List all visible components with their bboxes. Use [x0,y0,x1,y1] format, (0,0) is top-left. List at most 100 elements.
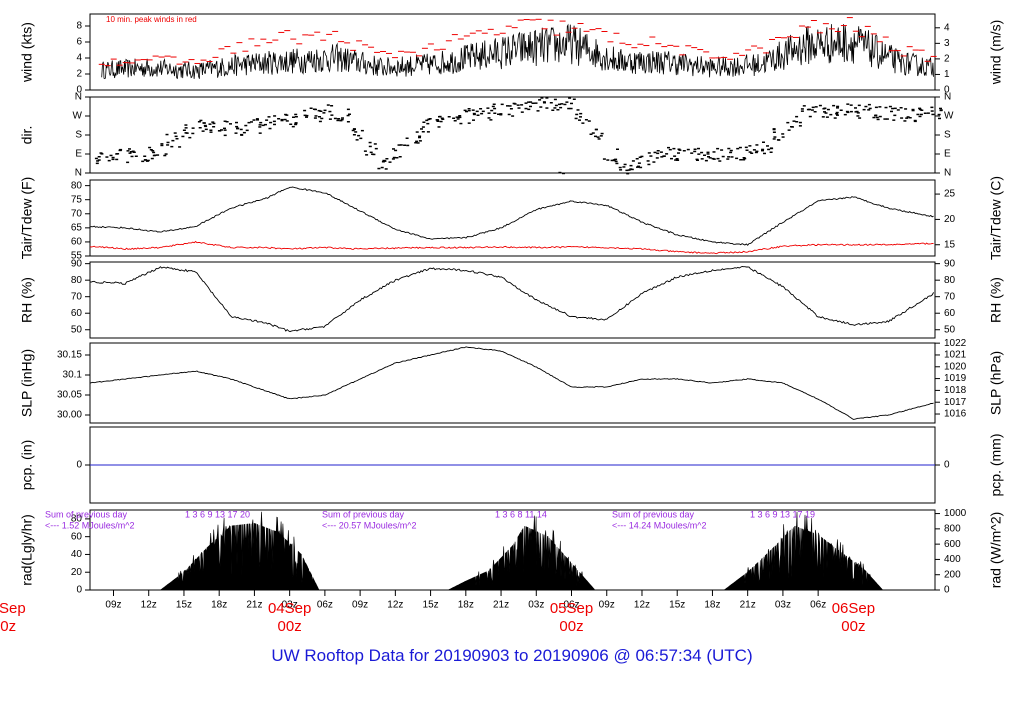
series-direction-mark [891,107,895,110]
ytick-label-left-temperature: 80 [71,180,83,191]
series-direction-mark [381,161,385,163]
series-direction-mark [258,126,262,128]
series-direction-mark [436,120,440,122]
series-direction-mark [314,115,318,117]
series-direction-mark [678,149,682,151]
ytick-label-right-wind: 3 [944,38,950,49]
series-direction-mark [493,112,497,114]
series-direction-mark [145,160,149,162]
series-direction-mark [653,151,657,154]
series-direction-mark [184,127,188,129]
series-direction-mark [268,127,272,130]
series-direction-mark [317,109,321,112]
series-direction-mark [884,106,888,109]
series-direction-mark [773,136,777,138]
series-direction-mark [937,113,941,116]
series-direction-mark [766,145,769,147]
series-direction-mark [436,119,439,121]
ylabel-left-precipitation: pcp. (in) [19,440,35,491]
ytick-label-left-pressure: 30.05 [57,390,82,401]
day-label-date: 06Sep [832,600,875,617]
ytick-label-right-radiation: 200 [944,569,961,580]
panel-annotation-wind: 10 min. peak winds in red [106,15,197,24]
series-direction-mark [652,161,656,163]
series-direction-mark [472,113,476,116]
series-direction-mark [918,108,922,111]
series-direction-mark [130,155,134,158]
series-direction-mark [94,157,98,160]
series-direction-mark [916,113,920,116]
series-direction-mark [825,116,829,118]
series-direction-mark [798,125,802,127]
series-direction-mark [489,119,493,121]
series-direction-mark [930,106,934,109]
series-direction-mark [673,155,677,157]
series-direction-mark [776,139,780,141]
series-direction-mark [739,159,743,161]
series-direction-mark [745,149,749,151]
series-direction-mark [109,154,113,157]
series-direction-mark [821,116,825,118]
series-direction-mark [735,157,739,160]
series-direction-mark [677,148,681,150]
radiation-hour-marks: 1 3 6 9 13 17 20 [185,509,250,519]
series-direction-mark [453,120,457,122]
xtick-label: 18z [458,600,474,611]
series-direction-mark [762,141,765,143]
series-direction-mark [352,134,356,136]
series-direction-mark [545,107,549,109]
series-direction-mark [204,125,208,128]
series-direction-mark [115,158,119,161]
ylabel-right-precipitation: pcp. (mm) [988,434,1004,497]
series-direction-mark [426,122,430,125]
day-label-date: 05Sep [550,600,593,617]
xtick-label: 03z [282,600,298,611]
series-direction-mark [199,119,203,122]
series-direction-mark [810,109,814,111]
series-direction-mark [520,104,524,106]
series-direction-mark [368,145,372,148]
series-direction-mark [346,121,350,123]
series-direction-mark [165,133,169,136]
ytick-label-left-rh: 80 [71,275,83,286]
series-direction-mark [151,150,155,152]
ylabel-left-rh: RH (%) [19,277,35,323]
xtick-label: 09z [599,600,615,611]
ytick-label-left-rh: 60 [71,308,83,319]
ylabel-right-radiation: rad (W/m^2) [988,512,1004,589]
series-direction-mark [392,156,396,159]
series-direction-mark [204,128,208,131]
series-direction-mark [919,113,923,116]
series-direction-mark [209,131,213,133]
series-direction-mark [748,151,752,153]
series-direction-mark [744,146,748,149]
series-direction-mark [479,108,483,110]
series-direction-mark [372,153,376,156]
series-radiation-area [159,511,320,591]
series-direction-mark [630,168,634,171]
day-label-date: 03Sep [0,600,26,617]
series-direction-mark [559,106,563,109]
series-direction-mark [493,107,497,110]
series-direction-mark [320,117,324,120]
series-direction-mark [795,121,799,123]
series-direction-mark [421,131,425,133]
series-direction-mark [781,136,785,138]
series-direction-mark [867,109,871,111]
series-direction-mark [700,158,704,160]
series-direction-mark [761,149,764,152]
series-direction-mark [415,131,419,133]
series-direction-mark [818,104,822,107]
series-direction-mark [813,111,817,113]
series-direction-mark [707,156,710,158]
series-direction-mark [761,148,765,151]
series-direction-mark [166,141,170,144]
series-direction-mark [856,112,860,114]
series-direction-mark [392,148,395,150]
series-direction-mark [447,116,451,118]
series-direction-mark [622,166,626,168]
series-direction-mark [579,116,582,118]
series-direction-mark [111,156,115,159]
series-direction-mark [99,152,103,154]
series-direction-mark [892,119,896,121]
